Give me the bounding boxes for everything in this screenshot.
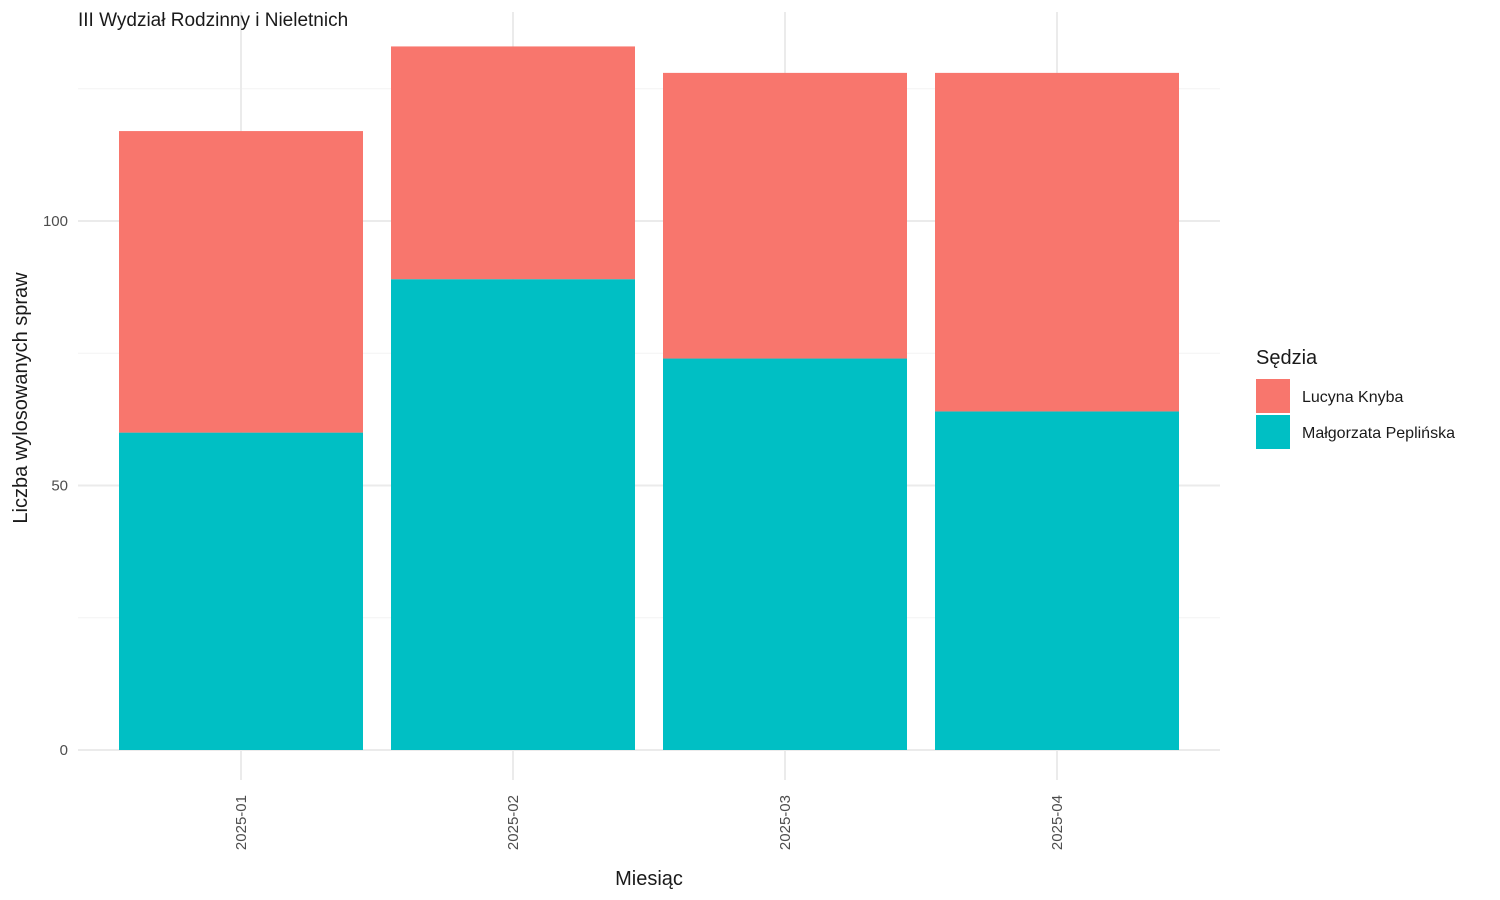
x-tick-label: 2025-04 (1049, 795, 1066, 850)
legend-title: Sędzia (1256, 347, 1318, 369)
bar-segment (119, 131, 363, 433)
y-tick-labels: 0 50 100 (43, 213, 68, 759)
bar-segment (935, 72, 1179, 412)
legend-key (1256, 379, 1290, 413)
y-tick-label: 50 (51, 478, 68, 495)
x-tick-label: 2025-02 (505, 795, 522, 850)
bar-segment (119, 432, 363, 750)
bar-segment (663, 358, 907, 750)
y-tick-label: 0 (60, 742, 68, 759)
bar-segment (935, 411, 1179, 750)
legend-key (1256, 415, 1290, 449)
x-tick-label: 2025-03 (777, 795, 794, 850)
bar-segment (391, 46, 635, 280)
x-tick-label: 2025-01 (233, 795, 250, 850)
y-tick-label: 100 (43, 213, 68, 230)
bar-segment (663, 72, 907, 359)
x-axis-title: Miesiąc (615, 868, 683, 890)
x-tick-labels: 2025-01 2025-02 2025-03 2025-04 (233, 795, 1066, 850)
bars (119, 46, 1179, 750)
legend-label: Lucyna Knyba (1302, 389, 1404, 406)
bar-segment (391, 279, 635, 750)
legend-label: Małgorzata Peplińska (1302, 425, 1455, 442)
chart-title: III Wydział Rodzinny i Nieletnich (78, 10, 348, 31)
legend: Sędzia Lucyna Knyba Małgorzata Peplińska (1256, 347, 1455, 449)
y-axis-title: Liczba wylosowanych spraw (10, 272, 32, 524)
